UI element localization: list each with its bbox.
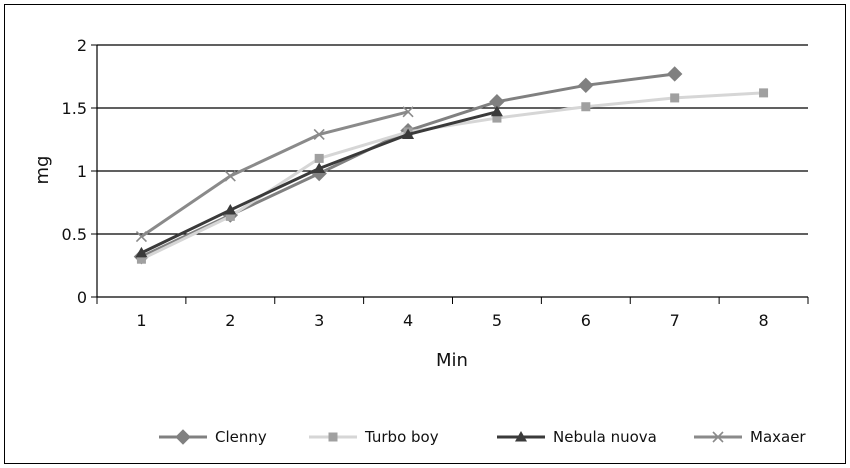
point-clenny-marker — [578, 77, 594, 94]
legend-item-maxaer: Maxaer — [694, 428, 806, 446]
x-axis-title: Min — [436, 350, 468, 371]
point-turbo-boy-marker — [314, 153, 324, 163]
point-turbo-boy-marker — [759, 88, 769, 98]
legend-swatch-marker — [712, 431, 724, 443]
y-tick-label: 1.5 — [62, 99, 87, 118]
legend-label: Nebula nuova — [553, 428, 657, 446]
point-turbo-boy-marker — [670, 93, 680, 103]
y-tick-label: 1 — [77, 162, 87, 181]
axes: 0 0.5 1 1.5 2 1 2 3 4 5 6 7 8 — [62, 36, 809, 330]
point-maxaer-marker — [224, 170, 236, 182]
legend-label: Clenny — [215, 428, 267, 446]
point-maxaer-marker — [313, 128, 325, 141]
x-tick-label: 4 — [403, 311, 413, 330]
legend-item-nebula-nuova: Nebula nuova — [497, 428, 657, 446]
x-tick-label: 3 — [314, 311, 324, 330]
series-line-clenny — [140, 72, 675, 259]
legend-label: Turbo boy — [364, 428, 439, 446]
series-maxaer — [135, 106, 414, 243]
series-line-maxaer — [140, 110, 409, 238]
point-clenny-marker — [666, 66, 683, 82]
point-nebula-nuova-marker — [490, 105, 503, 117]
legend-swatch-marker — [328, 432, 338, 442]
y-tick-label: 0.5 — [62, 225, 87, 244]
legend-item-clenny: Clenny — [159, 428, 267, 446]
y-axis-title: mg — [32, 156, 53, 185]
gridlines — [97, 44, 808, 298]
legend-item-turbo-boy: Turbo boy — [309, 428, 439, 446]
point-nebula-nuova-marker — [313, 162, 326, 173]
point-turbo-boy-marker — [136, 254, 146, 264]
legend: Clenny Turbo boy Nebula nuova Maxaer — [159, 428, 806, 446]
x-tick-label: 6 — [581, 311, 591, 330]
x-tick-label: 7 — [670, 311, 680, 330]
x-tick-label: 1 — [136, 311, 146, 330]
y-tick-label: 0 — [77, 288, 87, 307]
legend-swatch-marker — [515, 431, 527, 442]
point-nebula-nuova-marker — [135, 246, 148, 258]
point-turbo-boy-marker — [225, 211, 235, 221]
series-turbo-boy — [136, 88, 769, 264]
point-turbo-boy-marker — [581, 102, 591, 112]
series-line-turbo-boy — [140, 91, 764, 261]
point-nebula-nuova-marker — [402, 128, 415, 139]
point-turbo-boy-marker — [492, 113, 502, 123]
legend-swatch-marker — [175, 429, 191, 445]
point-nebula-nuova-marker — [224, 204, 237, 215]
x-tick-label: 2 — [225, 311, 235, 330]
x-tick-label: 8 — [758, 311, 768, 330]
point-maxaer-marker — [135, 230, 148, 243]
y-tick-label: 2 — [77, 36, 87, 55]
series-nebula-nuova — [135, 105, 503, 258]
point-maxaer-marker — [402, 106, 414, 118]
legend-label: Maxaer — [750, 428, 806, 446]
x-tick-label: 5 — [492, 311, 502, 330]
series-lines — [133, 66, 769, 265]
